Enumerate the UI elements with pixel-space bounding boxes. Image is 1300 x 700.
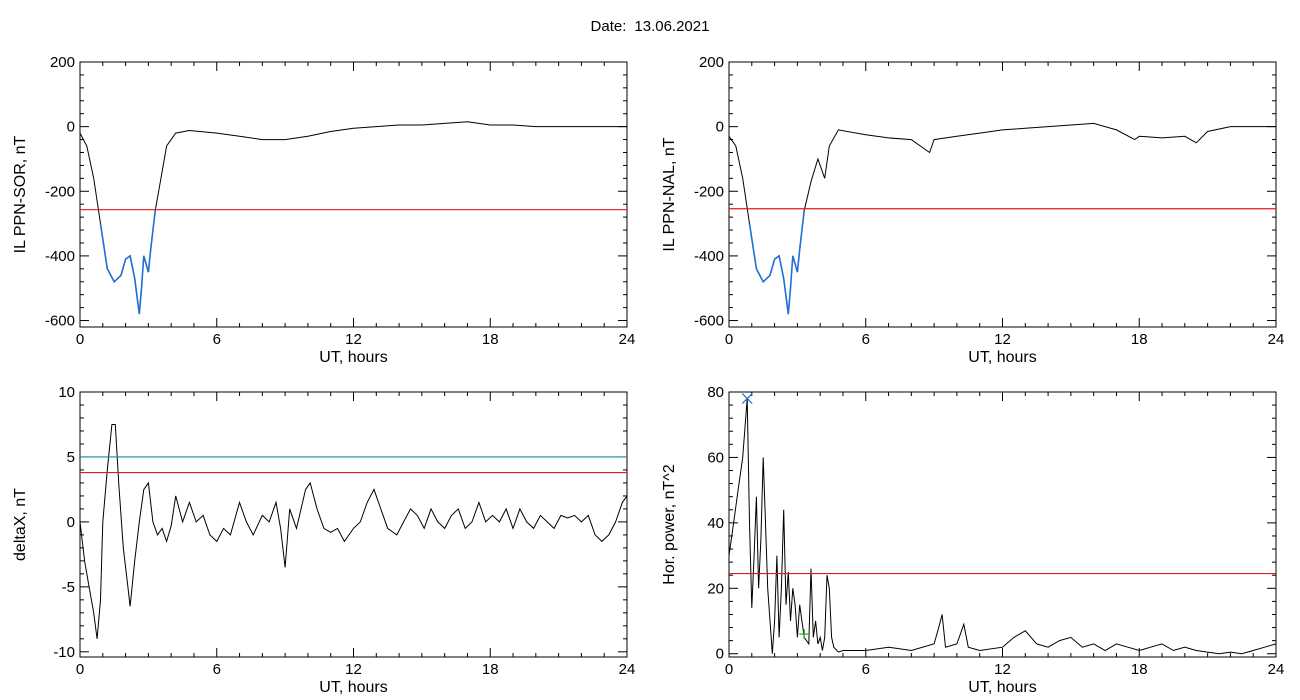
top-right-ytick-label: 0	[716, 119, 724, 136]
bottom-right-xtick-label: 6	[862, 661, 870, 678]
bottom-right-ytick-label: 20	[707, 580, 724, 597]
top-right-xtick-label: 18	[1131, 331, 1148, 348]
top-left-ytick-label: -600	[45, 313, 75, 330]
top-left-xtick-label: 18	[482, 331, 499, 348]
bottom-right-xtick-label: 24	[1268, 661, 1285, 678]
bottom-right-ytick-label: 60	[707, 449, 724, 466]
bottom-left-xtick-label: 18	[482, 661, 499, 678]
top-left-ytick-label: -200	[45, 183, 75, 200]
top-left-xtick-label: 24	[619, 331, 636, 348]
bottom-left-ytick-label: 10	[58, 384, 75, 401]
top-right-series-line-0	[728, 122, 1276, 315]
bottom-right-plot: 0 6 12 18 24 80 60 40 20 0 UT, hours Hor. power, nT…	[661, 384, 1284, 696]
top-left-y-axis-label: IL PPN-SOR, nT	[12, 135, 29, 253]
top-right-xtick-label: 12	[994, 331, 1011, 348]
bottom-left-x-axis-label: UT, hours	[319, 679, 387, 696]
top-left-ytick-label: 0	[67, 119, 75, 136]
top-right-x-axis-label: UT, hours	[968, 349, 1036, 366]
date-value: 13.06.2021	[634, 18, 710, 35]
top-right-ytick-label: 200	[699, 54, 724, 71]
chart-header: Date: 13.06.2021	[0, 18, 1300, 35]
bottom-left-xtick-label: 0	[76, 661, 84, 678]
top-right-ytick-label: -600	[694, 313, 724, 330]
date-label: Date:	[590, 18, 627, 35]
bottom-right-x-axis-label: UT, hours	[968, 679, 1036, 696]
bottom-left-plot-frame	[79, 391, 628, 658]
bottom-left-y-axis-label: deltaX, nT	[12, 488, 29, 561]
bottom-right-ytick-label: 0	[716, 646, 724, 663]
top-left-xtick-label: 6	[213, 331, 221, 348]
top-right-plot: 0 6 12 18 24 200 0 -200 -400 -600 UT, hours IL PPN-…	[661, 54, 1284, 366]
bottom-right-marker-cross	[741, 393, 753, 404]
top-right-plot-frame	[728, 61, 1277, 328]
top-left-x-axis-label: UT, hours	[319, 349, 387, 366]
bottom-left-xtick-label: 6	[213, 661, 221, 678]
bottom-left-plot: 0 6 12 18 24 10 5 0 -5 -10 UT, hours deltaX, nT	[12, 384, 635, 696]
top-left-highlight-segment	[99, 210, 156, 315]
top-right-xtick-label: 24	[1268, 331, 1285, 348]
bottom-right-ytick-label: 80	[707, 384, 724, 401]
top-left-plot: 0 6 12 18 24 200 0 -200 -400 -600 UT, hours IL PPN-…	[12, 54, 635, 366]
bottom-left-ytick-label: -5	[62, 579, 75, 596]
bottom-left-ytick-label: 0	[67, 514, 75, 531]
top-left-xtick-label: 12	[345, 331, 362, 348]
bottom-right-plot-frame	[728, 391, 1277, 658]
top-right-xtick-label: 6	[862, 331, 870, 348]
bottom-left-xtick-label: 24	[619, 661, 636, 678]
bottom-right-series-line-0	[728, 398, 1277, 655]
top-left-series-line-0	[79, 121, 627, 315]
top-right-xtick-label: 0	[725, 331, 733, 348]
top-left-plot-frame	[79, 61, 628, 328]
bottom-right-xtick-label: 12	[994, 661, 1011, 678]
bottom-right-xtick-label: 0	[725, 661, 733, 678]
bottom-left-series-line-0	[79, 424, 628, 639]
top-right-ytick-label: -200	[694, 183, 724, 200]
top-left-ytick-label: -400	[45, 248, 75, 265]
bottom-right-ytick-label: 40	[707, 515, 724, 532]
top-right-y-axis-label: IL PPN-NAL, nT	[661, 137, 678, 251]
bottom-left-ytick-label: 5	[67, 449, 75, 466]
bottom-right-xtick-label: 18	[1131, 661, 1148, 678]
top-left-ytick-label: 200	[50, 54, 75, 71]
bottom-left-ytick-label: -10	[53, 644, 75, 661]
bottom-left-xtick-label: 12	[345, 661, 362, 678]
bottom-right-marker-plus	[799, 629, 810, 640]
bottom-right-y-axis-label: Hor. power, nT^2	[661, 464, 678, 585]
top-left-xtick-label: 0	[76, 331, 84, 348]
top-right-highlight-segment	[748, 210, 805, 315]
top-right-ytick-label: -400	[694, 248, 724, 265]
